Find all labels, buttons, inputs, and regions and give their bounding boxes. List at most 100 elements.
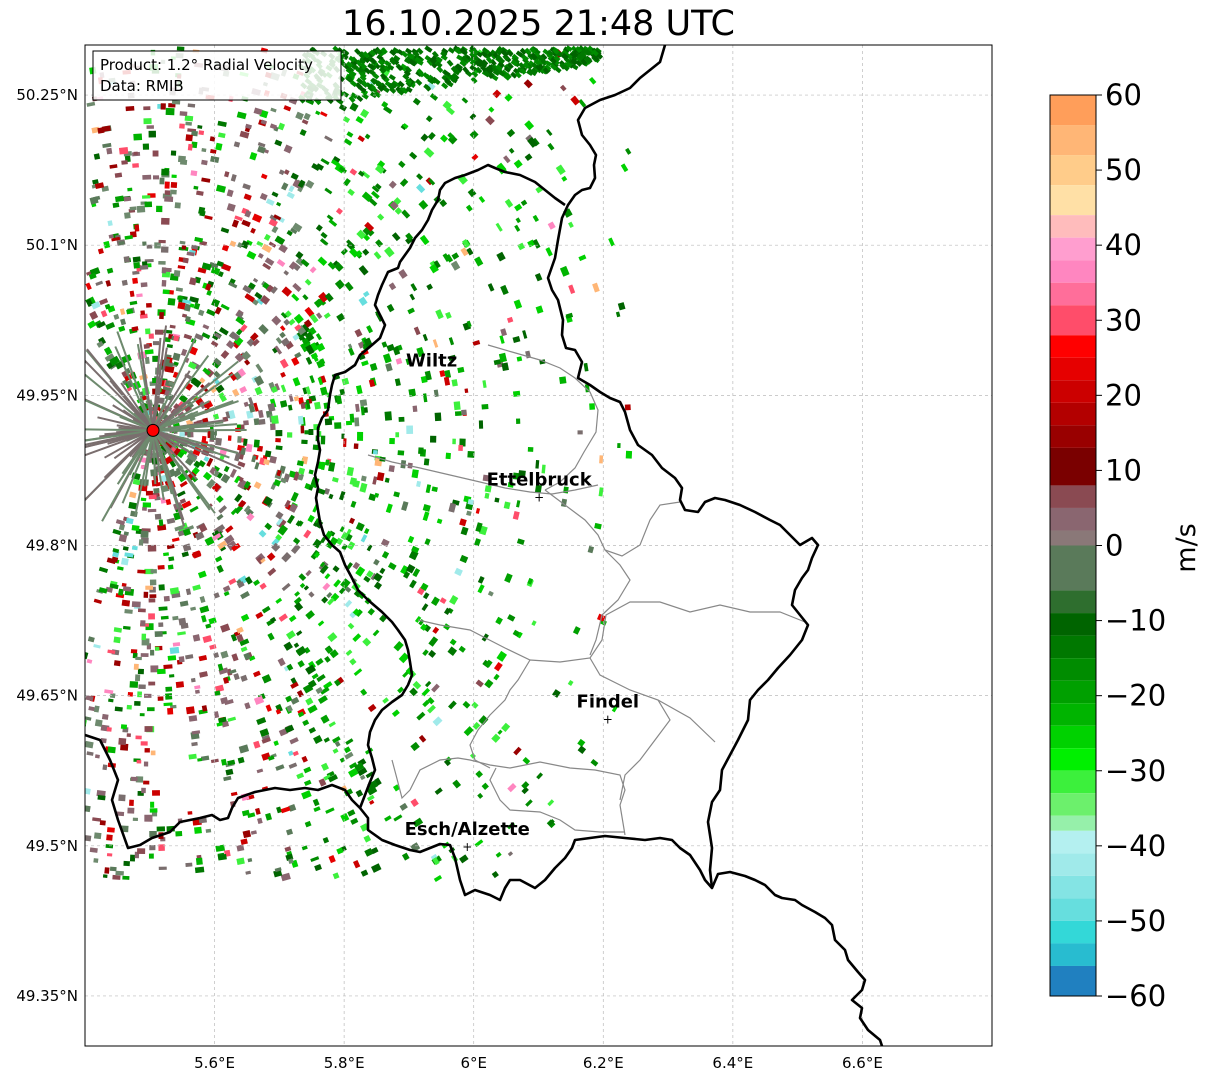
radar-gate — [339, 490, 346, 501]
radar-gate — [210, 148, 217, 154]
radar-gate — [353, 860, 361, 869]
radar-gate — [507, 821, 515, 830]
radar-gate — [359, 399, 368, 407]
radar-gate — [86, 101, 96, 107]
radar-gate — [565, 61, 573, 68]
radar-gate — [276, 518, 287, 529]
radar-gate — [487, 283, 495, 292]
radar-gate — [254, 386, 263, 396]
radar-gate — [225, 411, 231, 419]
radar-gate — [276, 201, 282, 207]
radar-gate — [260, 295, 271, 305]
radar-gate — [408, 58, 416, 66]
radar-gate — [415, 78, 423, 86]
radar-gate — [132, 478, 141, 486]
radar-gate — [304, 331, 315, 342]
radar-gate — [326, 214, 334, 221]
radar-gate — [179, 431, 185, 437]
colorbar-tick-label: 50 — [1105, 153, 1142, 187]
radar-gate — [445, 106, 455, 116]
radar-gate — [205, 623, 212, 629]
radar-gate — [496, 251, 506, 262]
radar-gate — [251, 213, 263, 223]
radar-gate — [313, 806, 321, 813]
radar-gate — [443, 623, 451, 631]
radar-gate — [481, 47, 490, 54]
radar-gate — [280, 312, 288, 319]
radar-gate — [301, 755, 308, 763]
radar-gate — [104, 689, 114, 695]
radar-gate — [191, 394, 199, 402]
radar-gate — [377, 58, 385, 66]
radar-gate — [305, 179, 315, 189]
radar-gate — [391, 709, 400, 718]
city-label: Ettelbruck — [487, 469, 593, 490]
radar-gate — [366, 794, 375, 802]
radar-gate — [303, 585, 310, 591]
radar-gate — [410, 283, 418, 292]
radar-gate — [231, 542, 241, 552]
radar-gate — [521, 781, 530, 790]
radar-gate — [435, 309, 444, 320]
radar-gate — [278, 169, 285, 176]
radar-gate — [519, 47, 527, 55]
radar-gate — [388, 180, 397, 189]
map-plot-area[interactable]: Wiltz+Ettelbruck+Findel+Esch/Alzette — [56, 44, 993, 1047]
radar-gate — [316, 673, 326, 683]
radar-gate — [392, 80, 402, 88]
radar-gate — [254, 291, 263, 300]
radar-gate — [559, 265, 570, 277]
radar-gate — [493, 661, 503, 672]
radar-gate — [349, 102, 359, 112]
lat-tick-label: 49.35°N — [16, 987, 78, 1005]
radar-gate — [127, 807, 135, 814]
radar-site-dot[interactable] — [146, 423, 160, 437]
radar-gate — [332, 872, 340, 880]
radar-gate — [512, 335, 521, 343]
radar-gate — [318, 297, 327, 306]
radar-spoke — [152, 430, 179, 509]
radar-spoke — [103, 429, 154, 479]
radar-gate — [182, 528, 192, 537]
radar-gate — [111, 236, 121, 242]
radar-gate — [379, 567, 386, 575]
radar-gate — [92, 817, 102, 822]
radar-gate — [323, 774, 332, 781]
radar-gate — [144, 748, 150, 753]
radar-gate — [499, 335, 505, 344]
radar-gate — [500, 328, 508, 337]
radar-gate — [331, 159, 340, 167]
radar-gate — [336, 312, 346, 322]
radar-gate — [458, 444, 463, 451]
radar-gate — [233, 673, 240, 681]
radar-gate — [391, 232, 401, 242]
radar-gate — [399, 86, 407, 94]
radar-gate — [147, 544, 157, 552]
radar-gate — [312, 538, 322, 549]
radar-gate — [352, 633, 362, 643]
radar-gate — [118, 325, 126, 332]
radar-gate — [182, 257, 189, 264]
radar-gate — [156, 205, 163, 213]
radar-site-marker[interactable] — [146, 423, 160, 437]
radar-gate — [568, 284, 576, 294]
radar-gate — [187, 361, 197, 370]
radar-gate — [169, 587, 180, 595]
radar-gate — [279, 325, 286, 332]
radar-gate — [92, 179, 99, 185]
radar-gate — [291, 293, 300, 302]
radar-gate — [115, 519, 126, 526]
radar-gate — [496, 650, 508, 662]
radar-gate — [188, 715, 198, 722]
radar-gate — [289, 737, 299, 745]
radar-gate — [563, 46, 571, 54]
radar-gate — [305, 664, 316, 675]
radar-gate — [504, 573, 513, 583]
radar-gate — [216, 472, 223, 479]
radar-gate — [161, 217, 170, 225]
radar-gate — [97, 248, 104, 255]
radar-gate — [364, 133, 371, 140]
radar-gate — [175, 287, 183, 292]
radar-gate — [374, 183, 382, 190]
radar-gate — [139, 265, 149, 270]
